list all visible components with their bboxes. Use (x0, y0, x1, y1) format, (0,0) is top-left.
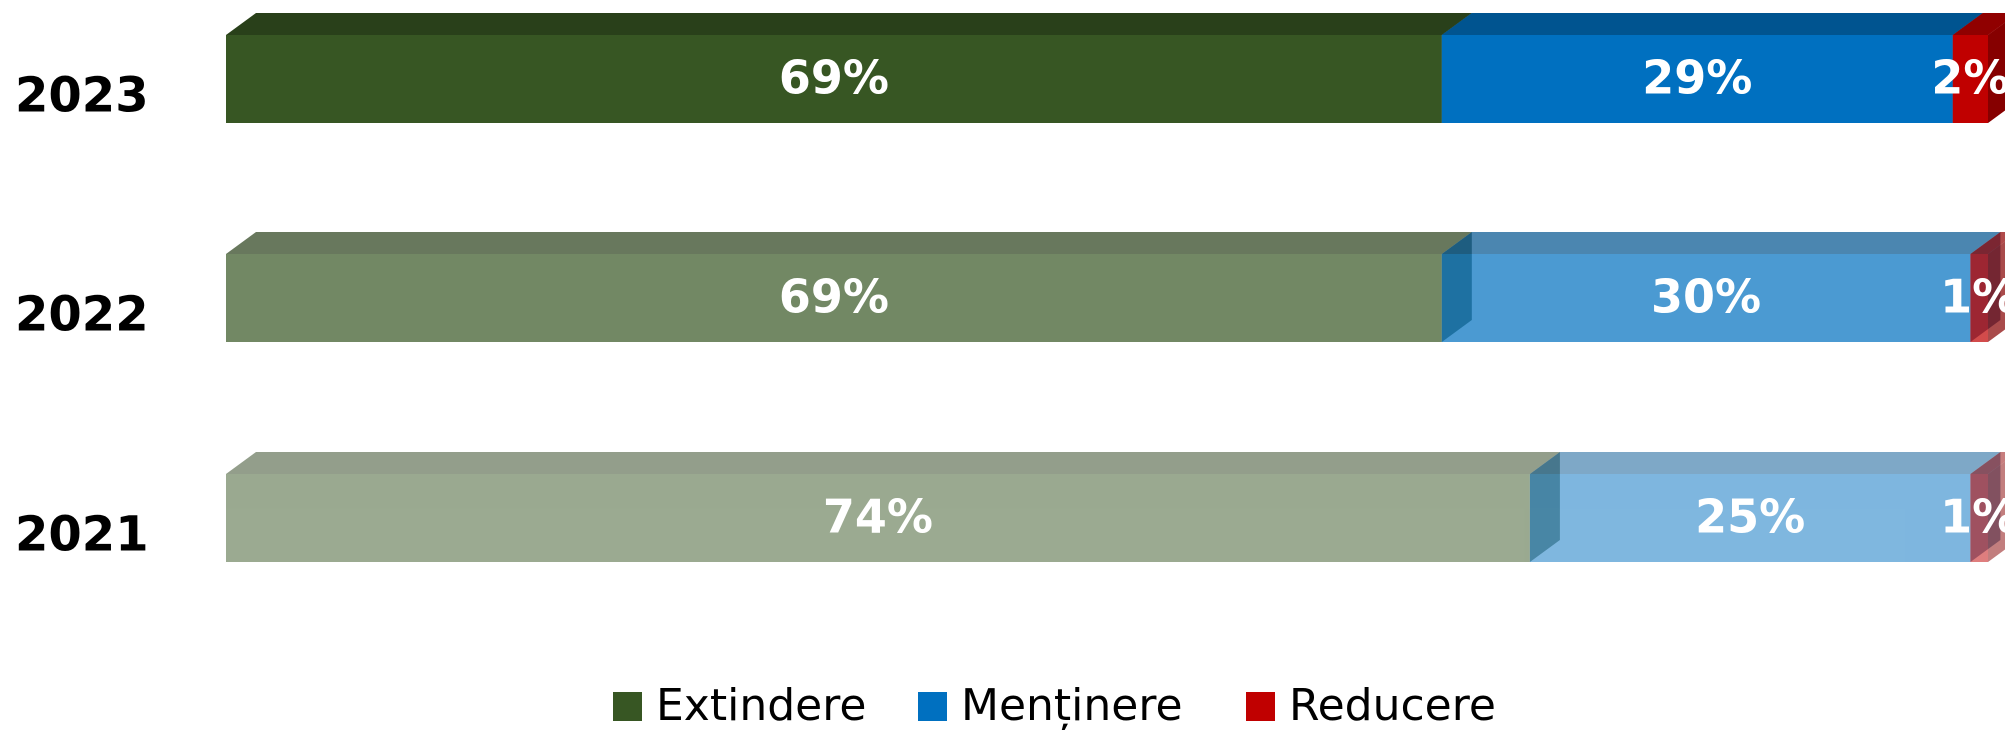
bar-top-shade (226, 13, 1472, 35)
segment (226, 13, 1472, 123)
bar (1970, 254, 1988, 342)
value-label: 30% (1651, 270, 1761, 324)
bar-top-face (1441, 232, 2001, 254)
category-label: 2021 (15, 506, 149, 562)
bar (226, 254, 1442, 342)
bar-top-face (1952, 13, 2005, 35)
bar-top-shade (1441, 13, 1983, 35)
segment (1952, 13, 2005, 123)
bar-top-face (226, 452, 1560, 474)
bar (1952, 35, 1988, 123)
legend-swatch (613, 692, 642, 721)
bar-side-shade (1988, 461, 2005, 562)
legend-label: Reducere (1289, 680, 1496, 730)
category-label: 2023 (15, 67, 149, 123)
bar-top-face (1970, 452, 2005, 474)
bar-side-face (1988, 22, 2005, 123)
segment (1970, 232, 2005, 342)
segment (1970, 452, 2005, 562)
bar-top-face (226, 232, 1472, 254)
bar-top-face (1441, 13, 1983, 35)
value-label: 1% (1940, 490, 2005, 544)
value-label: 25% (1695, 490, 1805, 544)
bar-top-shade (1970, 232, 2005, 254)
legend-label: Extindere (656, 680, 866, 730)
bar-top-shade (1970, 452, 2005, 474)
bar-side-shade (1988, 241, 2005, 342)
bar-side-shade (1988, 22, 2005, 123)
segment (226, 452, 1560, 562)
value-label: 29% (1642, 51, 1752, 105)
bar-top-shade (226, 232, 1472, 254)
bar (1970, 474, 1988, 562)
category-label: 2022 (15, 286, 149, 342)
bar-top-shade (1529, 452, 2001, 474)
bar-top-shade (226, 452, 1560, 474)
legend-label: Menținere (961, 680, 1183, 730)
value-label: 74% (823, 490, 933, 544)
legend-swatch (918, 692, 947, 721)
bar (226, 474, 1530, 562)
value-label: 69% (779, 51, 889, 105)
value-label: 2% (1931, 51, 2005, 105)
bar-side-face (1988, 241, 2005, 342)
bar-top-face (226, 13, 1472, 35)
bar (1441, 254, 1971, 342)
bar-top-face (1529, 452, 2001, 474)
bar-top-face (1970, 232, 2005, 254)
value-label: 1% (1940, 270, 2005, 324)
bar-side-face (1988, 461, 2005, 562)
bar (1441, 35, 1953, 123)
value-label: 69% (779, 270, 889, 324)
bar-top-shade (1952, 13, 2005, 35)
bar (1529, 474, 1971, 562)
bar-top-shade (1441, 232, 2001, 254)
legend-swatch (1246, 692, 1275, 721)
bar (226, 35, 1442, 123)
